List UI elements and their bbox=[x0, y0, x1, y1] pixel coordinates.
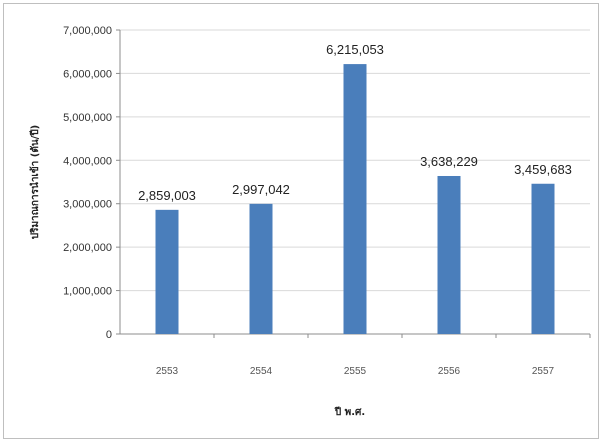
data-label: 3,638,229 bbox=[420, 154, 478, 169]
x-tick-label: 2553 bbox=[156, 366, 179, 377]
data-label: 2,997,042 bbox=[232, 182, 290, 197]
data-label: 3,459,683 bbox=[514, 162, 572, 177]
y-tick-label: 5,000,000 bbox=[63, 112, 112, 124]
y-tick-label: 7,000,000 bbox=[63, 25, 112, 37]
x-tick-label: 2557 bbox=[532, 366, 555, 377]
bar bbox=[155, 209, 179, 334]
data-labels: 2,859,003 2,997,042 6,215,053 3,638,229 3,45… bbox=[138, 42, 572, 203]
x-tick-label: 2556 bbox=[438, 366, 461, 377]
y-axis-ticks: 0 1,000,000 2,000,000 3,000,000 4,000,000 5,0… bbox=[63, 25, 120, 341]
y-tick-label: 1,000,000 bbox=[63, 286, 112, 298]
bar bbox=[531, 183, 555, 334]
x-axis-title: ปี พ.ศ. bbox=[334, 406, 365, 418]
bar bbox=[437, 175, 461, 334]
x-tick-label: 2555 bbox=[344, 366, 367, 377]
y-tick-label: 0 bbox=[106, 329, 112, 341]
chart-frame bbox=[3, 3, 599, 439]
y-axis-title: ปริมาณการนำเข้า (ตัน/ปี) bbox=[29, 125, 41, 240]
data-label: 2,859,003 bbox=[138, 188, 196, 203]
x-tick-label: 2554 bbox=[250, 366, 273, 377]
data-label: 6,215,053 bbox=[326, 42, 384, 57]
y-tick-label: 4,000,000 bbox=[63, 155, 112, 167]
bars bbox=[155, 64, 555, 335]
bar bbox=[343, 64, 367, 335]
y-tick-label: 6,000,000 bbox=[63, 68, 112, 80]
bar bbox=[249, 203, 273, 334]
x-axis-ticks: 2553 2554 2555 2556 2557 bbox=[156, 334, 591, 377]
y-tick-label: 2,000,000 bbox=[63, 242, 112, 254]
y-tick-label: 3,000,000 bbox=[63, 199, 112, 211]
